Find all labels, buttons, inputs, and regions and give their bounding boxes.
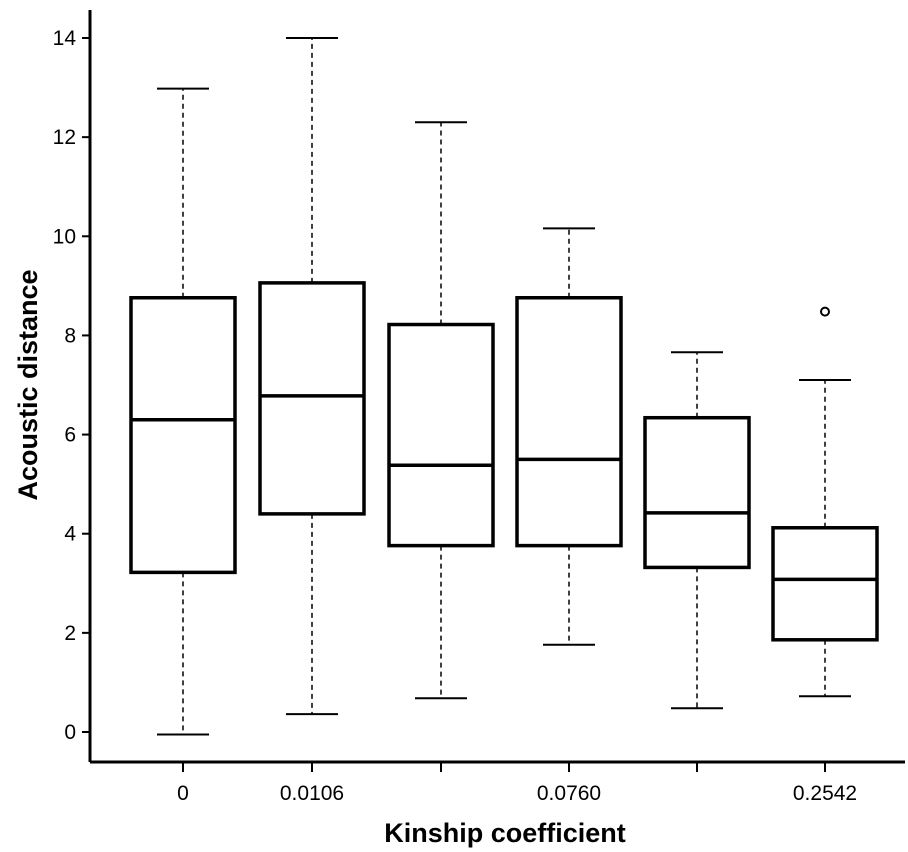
y-tick-label: 12: [53, 126, 76, 149]
y-tick-label: 6: [64, 424, 76, 447]
y-tick-label: 14: [53, 27, 77, 50]
box-group: [771, 306, 879, 698]
box: [129, 296, 237, 575]
box-group: [129, 87, 237, 736]
outlier-point: [820, 306, 830, 317]
x-axis: 0 0.0106 0.0760 0.2542: [177, 762, 857, 805]
box-group: [643, 351, 751, 710]
box: [771, 526, 879, 642]
box-group: [387, 121, 495, 700]
box-group: [515, 227, 623, 646]
y-tick-label: 0: [64, 721, 76, 744]
y-tick-label: 2: [64, 622, 76, 645]
y-tick-label: 4: [64, 523, 76, 546]
x-axis-title: Kinship coefficient: [384, 818, 626, 848]
x-tick-label: 0.2542: [793, 782, 857, 805]
y-axis-title: Acoustic distance: [13, 269, 43, 500]
x-tick-label: 0.0760: [537, 782, 601, 805]
box: [258, 281, 366, 516]
box: [643, 415, 751, 570]
plot-frame: [88, 10, 905, 764]
x-tick-label: 0: [177, 782, 189, 805]
box: [515, 296, 623, 548]
box: [387, 322, 495, 548]
y-axis: 0 2 4 6 8 10 12 14: [53, 27, 90, 744]
x-tick-label: 0.0106: [280, 782, 344, 805]
box-series: [129, 37, 879, 736]
y-tick-label: 8: [64, 324, 76, 347]
y-tick-label: 10: [53, 225, 76, 248]
box-group: [258, 37, 366, 716]
